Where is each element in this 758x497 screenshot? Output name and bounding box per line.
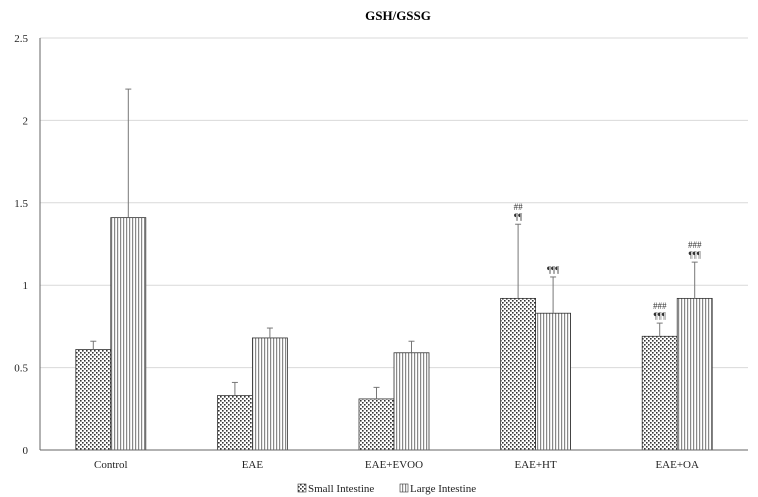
significance-marker: ###: [653, 301, 667, 311]
bar-small-intestine: [75, 349, 112, 451]
legend-label-small-intestine: Small Intestine: [308, 483, 374, 495]
significance-marker: ###: [688, 240, 702, 250]
x-tick-label: EAE+HT: [514, 459, 557, 471]
significance-marker: ¶¶¶: [689, 250, 701, 260]
x-tick-label: EAE+EVOO: [365, 459, 423, 471]
bar-small-intestine: [216, 395, 253, 451]
y-tick-label: 2: [23, 115, 29, 127]
legend: Small Intestine Large Intestine: [297, 483, 476, 495]
chart-title: GSH/GSSG: [365, 8, 431, 23]
bar-large-intestine: [110, 217, 147, 451]
x-tick-label: EAE: [242, 459, 264, 471]
legend-label-large-intestine: Large Intestine: [410, 483, 476, 495]
significance-marker: ¶¶¶: [654, 311, 666, 321]
bar-small-intestine: [500, 297, 537, 451]
x-tick-label: Control: [94, 459, 128, 471]
y-tick-label: 0: [23, 445, 29, 457]
bar-large-intestine: [535, 312, 571, 451]
y-tick-label: 1: [23, 280, 29, 292]
y-tick-label: 2.5: [14, 33, 28, 45]
gridlines: [40, 37, 748, 369]
bar-large-intestine: [393, 352, 430, 451]
legend-swatch-large-intestine: [399, 483, 409, 493]
x-axis: Control EAE EAE+EVOO EAE+HT EAE+OA: [40, 449, 748, 471]
x-tick-label: EAE+OA: [655, 459, 699, 471]
significance-marker: ##: [514, 202, 524, 212]
bars: ¶¶##¶¶¶¶¶¶###¶¶¶###: [75, 88, 713, 451]
bar-large-intestine: [251, 337, 288, 451]
y-axis: 0 0.5 1 1.5 2 2.5: [14, 33, 41, 457]
legend-swatch-small-intestine: [297, 483, 307, 493]
bar-small-intestine: [641, 335, 678, 451]
y-tick-label: 1.5: [14, 198, 28, 210]
bar-large-intestine: [676, 297, 713, 451]
y-tick-label: 0.5: [14, 363, 28, 375]
significance-marker: ¶¶¶: [547, 265, 559, 275]
bar-small-intestine: [358, 398, 395, 451]
significance-marker: ¶¶: [514, 212, 522, 222]
